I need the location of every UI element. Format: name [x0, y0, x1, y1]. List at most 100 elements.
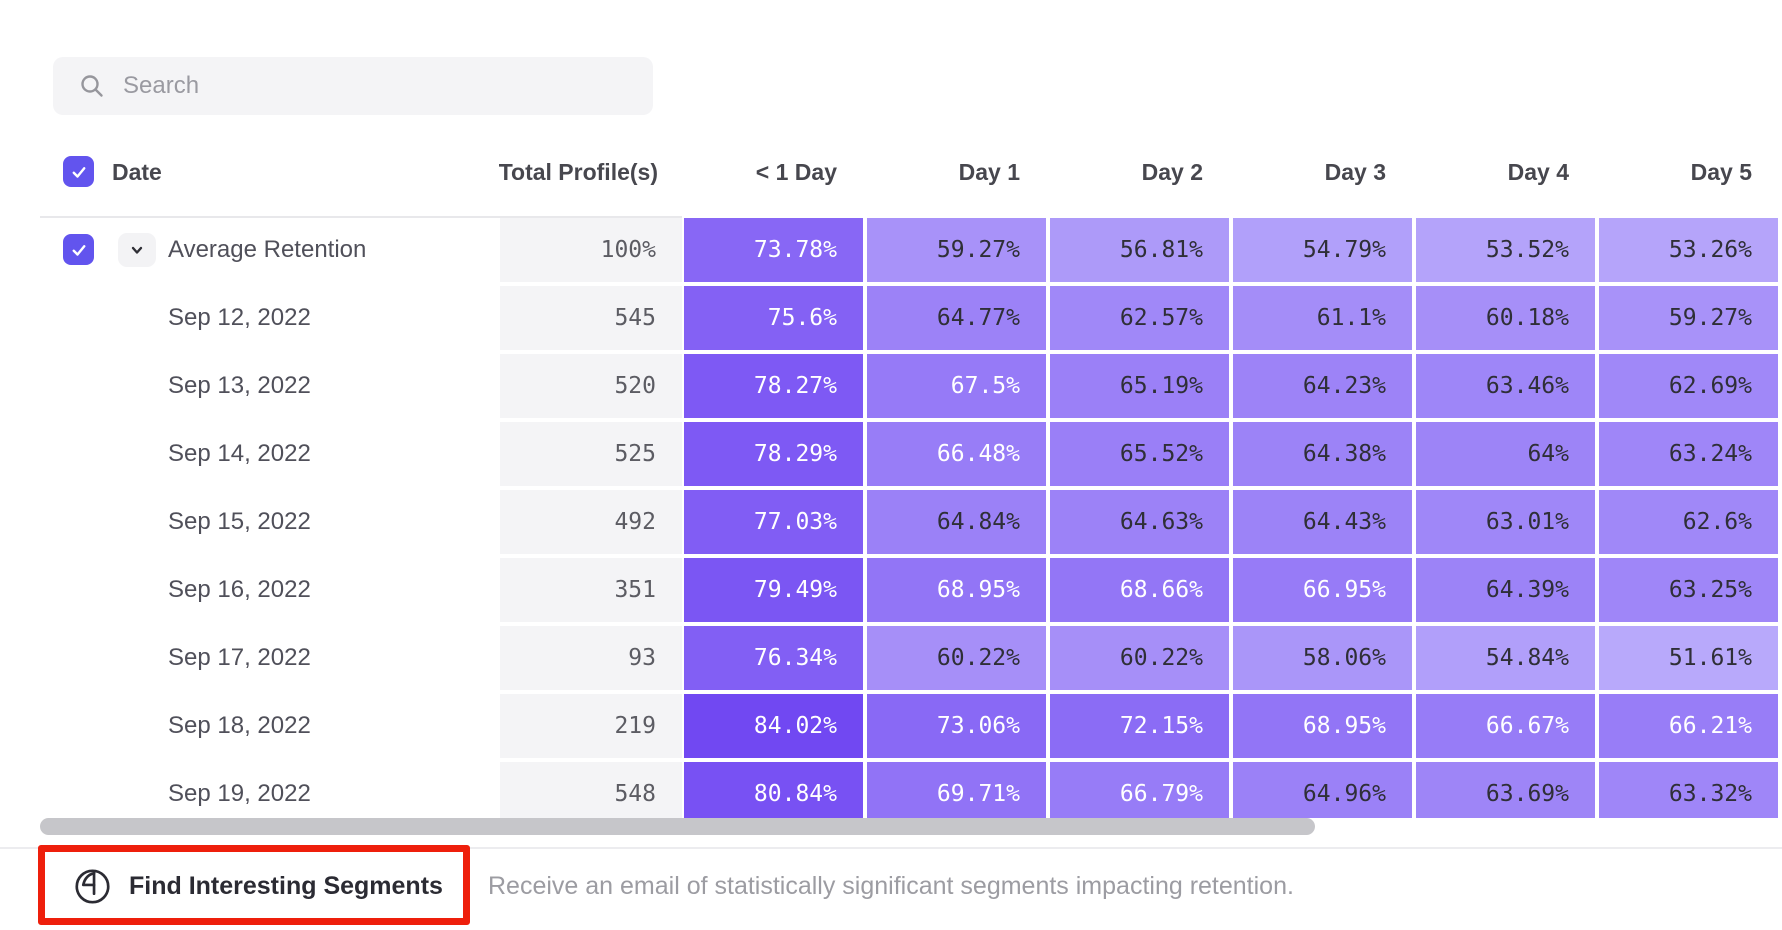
retention-cell-col0[interactable]: 73.78%: [684, 218, 863, 282]
chevron-down-icon: [131, 246, 143, 254]
retention-cell-col5[interactable]: 63.24%: [1599, 422, 1778, 486]
retention-cell-col5[interactable]: 53.26%: [1599, 218, 1778, 282]
total-profiles-cell: 100%: [500, 218, 682, 282]
retention-cell-col0[interactable]: 84.02%: [684, 694, 863, 758]
retention-cell-col3[interactable]: 58.06%: [1233, 626, 1412, 690]
checkmark-icon: [72, 166, 85, 178]
retention-cell-col3[interactable]: 68.95%: [1233, 694, 1412, 758]
retention-cell-col0[interactable]: 75.6%: [684, 286, 863, 350]
retention-cell-col2[interactable]: 65.52%: [1050, 422, 1229, 486]
retention-cell-col1[interactable]: 68.95%: [867, 558, 1046, 622]
retention-cell-col1[interactable]: 60.22%: [867, 626, 1046, 690]
retention-cell-col5[interactable]: 63.32%: [1599, 762, 1778, 818]
retention-cell-col2[interactable]: 56.81%: [1050, 218, 1229, 282]
retention-cell-col1[interactable]: 69.71%: [867, 762, 1046, 818]
column-header-day-5: Day 5: [1690, 159, 1752, 185]
cohort-date-label: Sep 14, 2022: [168, 440, 311, 467]
cohort-row: Sep 12, 2022 545 75.6% 64.77% 62.57% 61.1% 60.…: [0, 286, 1782, 350]
retention-cell-col0[interactable]: 78.27%: [684, 354, 863, 418]
expand-collapse-button[interactable]: [118, 233, 156, 267]
retention-cell-col5[interactable]: 62.6%: [1599, 490, 1778, 554]
checkmark-icon: [72, 244, 85, 256]
retention-cell-col0[interactable]: 76.34%: [684, 626, 863, 690]
retention-cell-col3[interactable]: 54.79%: [1233, 218, 1412, 282]
column-header-day-0: < 1 Day: [755, 159, 837, 185]
retention-cell-col2[interactable]: 68.66%: [1050, 558, 1229, 622]
retention-cell-col4[interactable]: 53.52%: [1416, 218, 1595, 282]
date-cell: Sep 19, 2022: [45, 762, 500, 818]
retention-cell-col4[interactable]: 64.39%: [1416, 558, 1595, 622]
column-header-day-1: Day 1: [958, 159, 1020, 185]
retention-cell-col5[interactable]: 51.61%: [1599, 626, 1778, 690]
interesting-segments-icon: [75, 868, 110, 904]
retention-cell-col3[interactable]: 61.1%: [1233, 286, 1412, 350]
retention-cell-col2[interactable]: 65.19%: [1050, 354, 1229, 418]
cohort-row: Sep 13, 2022 520 78.27% 67.5% 65.19% 64.23% 63…: [0, 354, 1782, 418]
average-retention-checkbox[interactable]: [63, 234, 94, 265]
table-header-row: Date Total Profile(s) < 1 Day Day 1 Day 2 D…: [0, 148, 1782, 196]
retention-cell-col0[interactable]: 79.49%: [684, 558, 863, 622]
retention-cell-col1[interactable]: 67.5%: [867, 354, 1046, 418]
cohort-date-label: Sep 16, 2022: [168, 576, 311, 603]
average-retention-row: Average Retention 100% 73.78% 59.27% 56.81% 5…: [0, 218, 1782, 282]
column-header-day-3: Day 3: [1324, 159, 1386, 185]
search-icon: [81, 75, 103, 97]
cohort-date-label: Sep 13, 2022: [168, 372, 311, 399]
retention-cell-col2[interactable]: 66.79%: [1050, 762, 1229, 818]
retention-cell-col5[interactable]: 62.69%: [1599, 354, 1778, 418]
cohort-date-label: Sep 15, 2022: [168, 508, 311, 535]
retention-cell-col0[interactable]: 77.03%: [684, 490, 863, 554]
retention-cell-col4[interactable]: 63.69%: [1416, 762, 1595, 818]
retention-cell-col2[interactable]: 64.63%: [1050, 490, 1229, 554]
retention-cell-col2[interactable]: 60.22%: [1050, 626, 1229, 690]
table-top-border: [40, 216, 682, 218]
date-cell: Sep 15, 2022: [45, 490, 500, 554]
cohort-row: Sep 16, 2022 351 79.49% 68.95% 68.66% 66.95% 6…: [0, 558, 1782, 622]
find-interesting-segments-button[interactable]: Find Interesting Segments: [62, 858, 455, 914]
retention-cell-col3[interactable]: 64.43%: [1233, 490, 1412, 554]
retention-cell-col3[interactable]: 64.38%: [1233, 422, 1412, 486]
date-cell: Average Retention: [45, 218, 500, 282]
total-profiles-cell: 93: [500, 626, 682, 690]
retention-cell-col4[interactable]: 60.18%: [1416, 286, 1595, 350]
retention-cell-col1[interactable]: 59.27%: [867, 218, 1046, 282]
retention-cell-col5[interactable]: 59.27%: [1599, 286, 1778, 350]
column-header-day-4: Day 4: [1507, 159, 1569, 185]
cohort-row: Sep 17, 2022 93 76.34% 60.22% 60.22% 58.06% 54…: [0, 626, 1782, 690]
cohort-date-label: Sep 19, 2022: [168, 780, 311, 807]
retention-cell-col1[interactable]: 66.48%: [867, 422, 1046, 486]
retention-cell-col4[interactable]: 54.84%: [1416, 626, 1595, 690]
retention-cell-col4[interactable]: 63.01%: [1416, 490, 1595, 554]
retention-cell-col2[interactable]: 72.15%: [1050, 694, 1229, 758]
retention-cell-col2[interactable]: 62.57%: [1050, 286, 1229, 350]
date-cell: Sep 18, 2022: [45, 694, 500, 758]
retention-cell-col1[interactable]: 73.06%: [867, 694, 1046, 758]
cohort-row: Sep 15, 2022 492 77.03% 64.84% 64.63% 64.43% 6…: [0, 490, 1782, 554]
retention-cell-col0[interactable]: 80.84%: [684, 762, 863, 818]
retention-cell-col0[interactable]: 78.29%: [684, 422, 863, 486]
cohort-row: Sep 14, 2022 525 78.29% 66.48% 65.52% 64.38% 6…: [0, 422, 1782, 486]
retention-cell-col3[interactable]: 64.96%: [1233, 762, 1412, 818]
retention-cell-col4[interactable]: 66.67%: [1416, 694, 1595, 758]
retention-cell-col1[interactable]: 64.77%: [867, 286, 1046, 350]
cohort-date-label: Sep 17, 2022: [168, 644, 311, 671]
retention-cell-col5[interactable]: 63.25%: [1599, 558, 1778, 622]
average-retention-label: Average Retention: [168, 236, 367, 263]
retention-cell-col4[interactable]: 63.46%: [1416, 354, 1595, 418]
retention-cell-col1[interactable]: 64.84%: [867, 490, 1046, 554]
search-bar[interactable]: [53, 57, 653, 115]
retention-cell-col5[interactable]: 66.21%: [1599, 694, 1778, 758]
column-header-day-2: Day 2: [1141, 159, 1203, 185]
segments-description: Receive an email of statistically signif…: [488, 871, 1294, 900]
retention-cell-col3[interactable]: 66.95%: [1233, 558, 1412, 622]
find-interesting-segments-label: Find Interesting Segments: [129, 871, 443, 900]
retention-cell-col3[interactable]: 64.23%: [1233, 354, 1412, 418]
cohort-row: Sep 19, 2022 548 80.84% 69.71% 66.79% 64.96% 6…: [0, 762, 1782, 818]
search-input[interactable]: [121, 71, 625, 101]
total-profiles-cell: 548: [500, 762, 682, 818]
select-all-checkbox[interactable]: [63, 156, 94, 187]
cohort-date-label: Sep 12, 2022: [168, 304, 311, 331]
retention-cell-col4[interactable]: 64%: [1416, 422, 1595, 486]
horizontal-scrollbar-thumb[interactable]: [40, 818, 1315, 835]
column-header-date: Date: [112, 159, 162, 185]
